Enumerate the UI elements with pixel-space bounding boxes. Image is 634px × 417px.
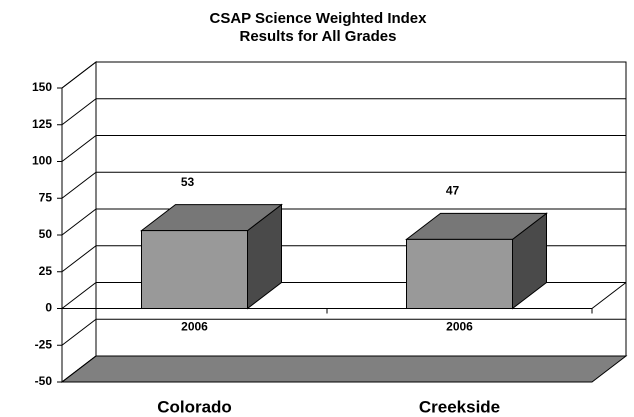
y-tick-label: -25 xyxy=(35,337,53,351)
grid-line xyxy=(61,171,626,199)
chart-subtitle: Results for All Grades xyxy=(240,28,397,45)
grid-line xyxy=(61,355,626,383)
value-label: 53 xyxy=(181,175,195,189)
grid-line xyxy=(61,318,626,346)
bar xyxy=(406,238,513,309)
chart-title: CSAP Science Weighted Index xyxy=(209,10,427,27)
bar xyxy=(141,230,248,309)
zero-edge xyxy=(591,282,627,309)
x-tick-label: Colorado xyxy=(157,397,232,416)
y-tick-label: 75 xyxy=(39,190,53,204)
y-tick-label: 25 xyxy=(39,264,53,278)
y-tick-label: 50 xyxy=(39,227,53,241)
y-tick-label: 0 xyxy=(45,301,52,315)
grid-line xyxy=(61,61,626,89)
series-label: 2006 xyxy=(446,320,473,334)
y-tick-label: 125 xyxy=(32,117,52,131)
series-label: 2006 xyxy=(181,320,208,334)
y-tick-label: 150 xyxy=(32,80,52,94)
value-label: 47 xyxy=(446,184,460,198)
x-tick-label: Creekside xyxy=(419,397,500,416)
grid-line xyxy=(61,208,626,236)
y-tick-label: -50 xyxy=(35,374,53,388)
floor xyxy=(60,355,628,383)
grid-line xyxy=(61,98,626,126)
y-tick-label: 100 xyxy=(32,154,52,168)
grid-line xyxy=(61,135,626,162)
